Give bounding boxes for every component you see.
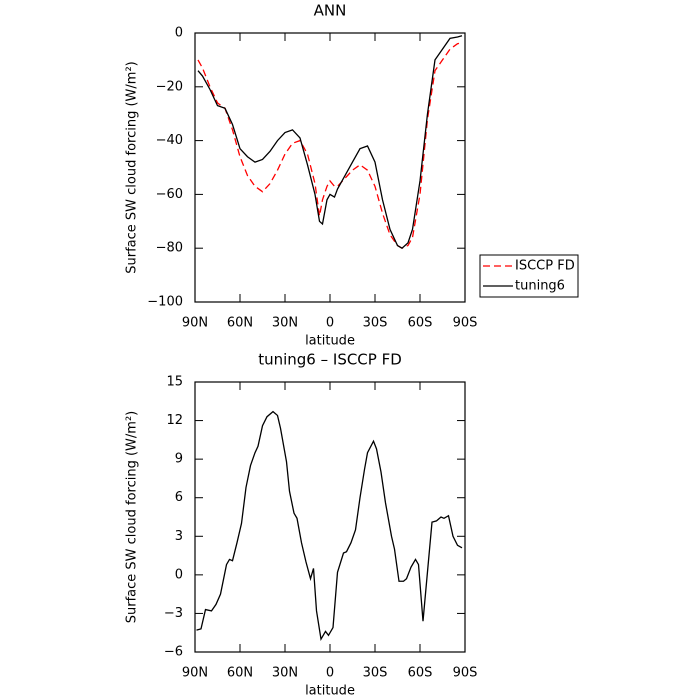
legend-box: [479, 254, 579, 298]
y-tick-label: −6: [164, 645, 183, 660]
plot-frame: [194, 32, 466, 303]
x-tick-label: 90S: [453, 666, 478, 681]
y-axis-label: Surface SW cloud forcing (W/m²): [125, 61, 140, 273]
data-line: [197, 35, 463, 250]
x-tick-label: 60S: [408, 316, 433, 331]
chart-title: tuning6 – ISCCP FD: [258, 351, 402, 369]
x-axis-label: latitude: [305, 684, 355, 699]
y-tick-label: 15: [166, 375, 183, 390]
y-tick-label: 0: [175, 26, 183, 41]
x-tick-label: 60N: [227, 316, 253, 331]
y-tick-label: −60: [156, 187, 183, 202]
data-line: [196, 410, 463, 642]
x-tick-label: 30S: [363, 666, 388, 681]
y-tick-label: 0: [175, 567, 183, 582]
legend-label: tuning6: [515, 279, 565, 294]
x-axis-label: latitude: [305, 334, 355, 349]
x-tick-label: 60S: [408, 666, 433, 681]
y-tick-label: 9: [175, 452, 183, 467]
chart-title: ANN: [314, 2, 347, 20]
y-tick-label: −20: [156, 79, 183, 94]
data-line: [197, 41, 463, 249]
x-tick-label: 30S: [363, 316, 388, 331]
x-tick-label: 60N: [227, 666, 253, 681]
y-tick-label: −3: [164, 606, 183, 621]
x-tick-label: 90N: [182, 666, 208, 681]
x-tick-label: 30N: [272, 666, 298, 681]
x-tick-label: 0: [326, 316, 334, 331]
y-tick-label: −40: [156, 133, 183, 148]
x-tick-label: 0: [326, 666, 334, 681]
x-tick-label: 90S: [453, 316, 478, 331]
legend-label: ISCCP FD: [515, 259, 575, 274]
x-tick-label: 90N: [182, 316, 208, 331]
y-tick-label: 6: [175, 490, 183, 505]
y-tick-label: −80: [156, 241, 183, 256]
y-tick-label: 12: [166, 413, 183, 428]
x-tick-label: 30N: [272, 316, 298, 331]
y-axis-label: Surface SW cloud forcing (W/m²): [125, 411, 140, 623]
y-tick-label: −100: [147, 295, 183, 310]
y-tick-label: 3: [175, 529, 183, 544]
